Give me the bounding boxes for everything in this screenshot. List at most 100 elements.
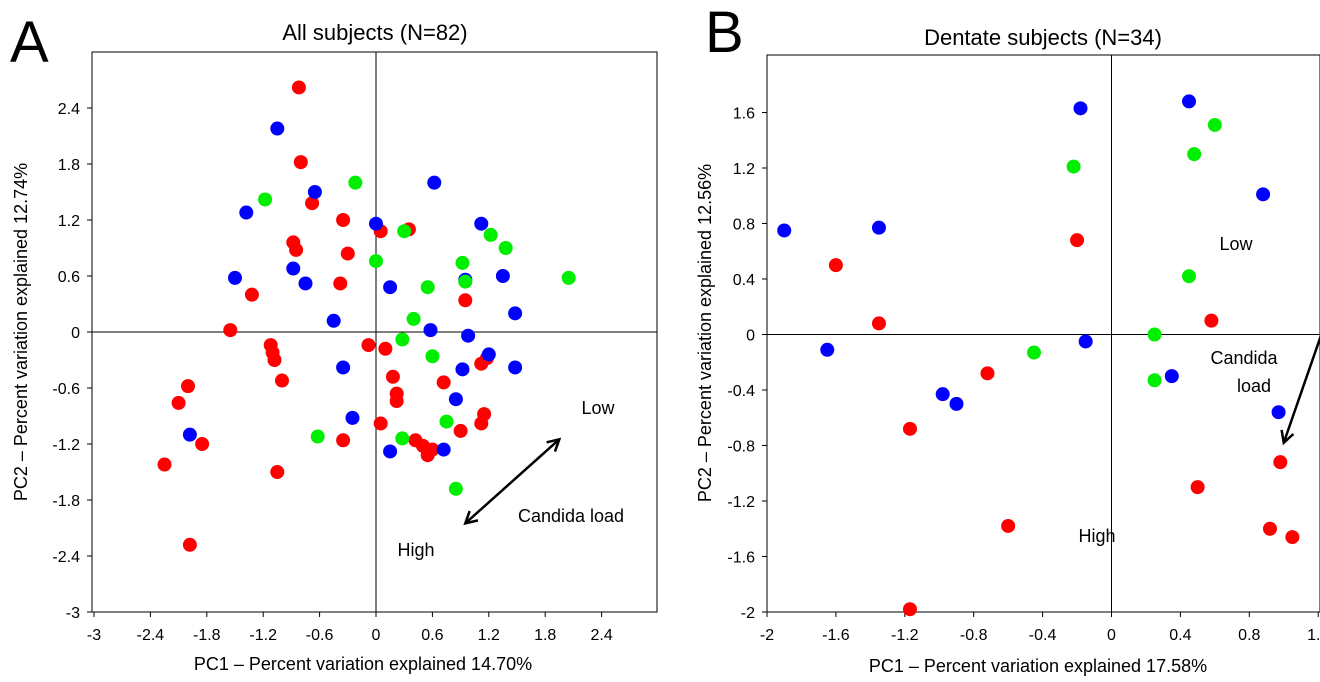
panel-a-scatter-point (181, 379, 195, 394)
panel-a-scatter-point (244, 287, 259, 302)
panel-b-x-tick-label: 0.4 (1169, 627, 1191, 644)
panel-a-scatter-point (195, 437, 210, 451)
panel-b-title: Dentate subjects (N=34) (924, 25, 1162, 50)
panel-b-scatter-point (1190, 480, 1205, 495)
panel-a-y-tick-label: -3 (66, 605, 80, 622)
panel-b-annotation-load: load (1237, 376, 1271, 396)
panel-a-letter: A (10, 10, 49, 75)
panel-a-scatter-point (291, 80, 306, 95)
panel-a-scatter-point (223, 323, 238, 338)
panel-a-scatter-point (561, 270, 576, 285)
panel-b-scatter-point (1271, 405, 1286, 420)
panel-a-scatter-point (461, 328, 476, 343)
panel-b-x-tick-label: -1.6 (822, 627, 850, 644)
panel-b-scatter-point (1273, 455, 1288, 470)
panel-a-scatter-point (455, 255, 470, 270)
panel-b: B Dentate subjects (N=34) PC1 – Percent … (695, 0, 1320, 676)
panel-b-arrow-shaft (1282, 334, 1320, 444)
panel-a-scatter-point (395, 431, 410, 446)
panel-a-scatter-point (336, 433, 351, 448)
panel-b-x-tick-label: 1.2 (1307, 627, 1320, 644)
panel-a-y-tick-label: 1.2 (58, 213, 80, 230)
panel-a-scatter-point (289, 242, 304, 257)
panel-b-x-tick-label: 0.8 (1238, 627, 1260, 644)
panel-a-scatter-point (498, 241, 513, 255)
panel-a-double-arrow (463, 437, 562, 526)
panel-a-scatter-point (373, 416, 388, 431)
panel-a-scatter-point (305, 196, 320, 211)
panel-a-scatter-point (348, 175, 363, 190)
panel-a-title: All subjects (N=82) (282, 20, 467, 45)
panel-a-scatter-point (397, 224, 412, 239)
panel-a-scatter-point (453, 423, 468, 438)
panel-a-annotation-candida-load: Candida load (518, 506, 624, 526)
panel-b-x-axis-title: PC1 – Percent variation explained 17.58% (869, 656, 1207, 676)
panel-b-y-tick-label: -1.2 (727, 494, 755, 511)
panel-a-x-tick-label: 1.2 (478, 627, 500, 644)
panel-a-y-axis-title: PC2 – Percent variation explained 12.74% (11, 163, 31, 501)
panel-a-scatter-point (458, 274, 473, 289)
panel-b-scatter-point (980, 366, 995, 381)
panel-a-scatter-point (270, 121, 285, 136)
panel-a-y-tick-label: 1.8 (58, 157, 80, 174)
panel-a-scatter-point (474, 356, 489, 371)
panel-a-x-tick-label: -1.8 (193, 627, 221, 644)
panel-b-scatter-point (949, 396, 964, 411)
panel-a-annotation-low: Low (581, 398, 615, 418)
panel-b-scatter-point (1256, 187, 1271, 202)
panel-b-scatter-point (1182, 269, 1197, 284)
panel-b-scatter-point (1147, 373, 1162, 388)
panel-b-y-tick-label: -0.4 (727, 383, 755, 400)
panel-a-x-tick-label: -2.4 (137, 627, 165, 644)
panel-b-scatter-point (1187, 147, 1202, 162)
panel-b-y-axis-title: PC2 – Percent variation explained 12.56% (695, 164, 715, 502)
panel-b-arrow-head-end (1280, 429, 1295, 446)
panel-b-frame (766, 54, 1320, 613)
panel-a-scatter-point (481, 347, 496, 362)
panel-a-y-tick-label: -2.4 (52, 549, 80, 566)
panel-a-scatter-point (293, 155, 308, 170)
panel-b-y-tick-label: 1.6 (733, 106, 755, 123)
panel-b-scatter-point (1262, 521, 1277, 536)
panel-a-scatter-point (477, 407, 492, 422)
panel-a-x-tick-label: -3 (87, 627, 101, 644)
panel-b-scatter-point (1070, 233, 1085, 248)
panel-b-annotation-low: Low (1219, 234, 1253, 254)
panel-b-x-tick-label: -0.4 (1029, 627, 1057, 644)
panel-b-y-tick-label: -0.8 (727, 439, 755, 456)
panel-a-scatter-point (378, 341, 393, 356)
panel-a-scatter-point (406, 311, 421, 326)
panel-a-scatter-point (275, 373, 289, 388)
panel-a-scatter-point (436, 375, 451, 390)
panel-a-scatter-point (423, 323, 438, 338)
panel-b-scatter-point (1078, 334, 1093, 349)
panel-b-y-tick-label: -2 (741, 605, 755, 622)
panel-b-scatter-point (1204, 313, 1219, 328)
panel-a-scatter-point (326, 313, 341, 328)
panel-a-scatter-point (307, 185, 322, 199)
panel-a-scatter-point (436, 442, 451, 457)
panel-b-y-tick-label: 1.2 (733, 161, 755, 178)
panel-a-y-tick-label: 0.6 (58, 269, 80, 286)
panel-a-scatter-point (495, 269, 510, 283)
panel-b-scatter-point (1207, 117, 1222, 132)
panel-b-y-tick-label: -1.6 (727, 550, 755, 567)
panel-b-scatter-point (1147, 327, 1162, 342)
panel-a-scatter-point (458, 293, 473, 308)
panel-a-arrow-shaft (464, 438, 561, 525)
panel-b-y-tick-label: 0 (746, 328, 755, 345)
panel-a-scatter-point (383, 444, 398, 459)
panel-a-x-tick-label: 2.4 (590, 627, 612, 644)
panel-b-scatter-point (1164, 369, 1179, 384)
panel-b-scatter-point (777, 223, 792, 238)
panel-a-annotation-high: High (397, 540, 434, 560)
panel-a-scatter-point (228, 270, 242, 285)
panel-a-scatter-point (286, 261, 301, 276)
panel-a-scatter-point (239, 205, 254, 220)
panel-b-double-arrow (1280, 334, 1320, 446)
panel-a-y-tick-label: -1.2 (52, 437, 80, 454)
panel-b-scatter-point (1073, 101, 1088, 116)
panel-a-scatter-point (369, 216, 383, 231)
panel-a-scatter-point (483, 227, 498, 242)
